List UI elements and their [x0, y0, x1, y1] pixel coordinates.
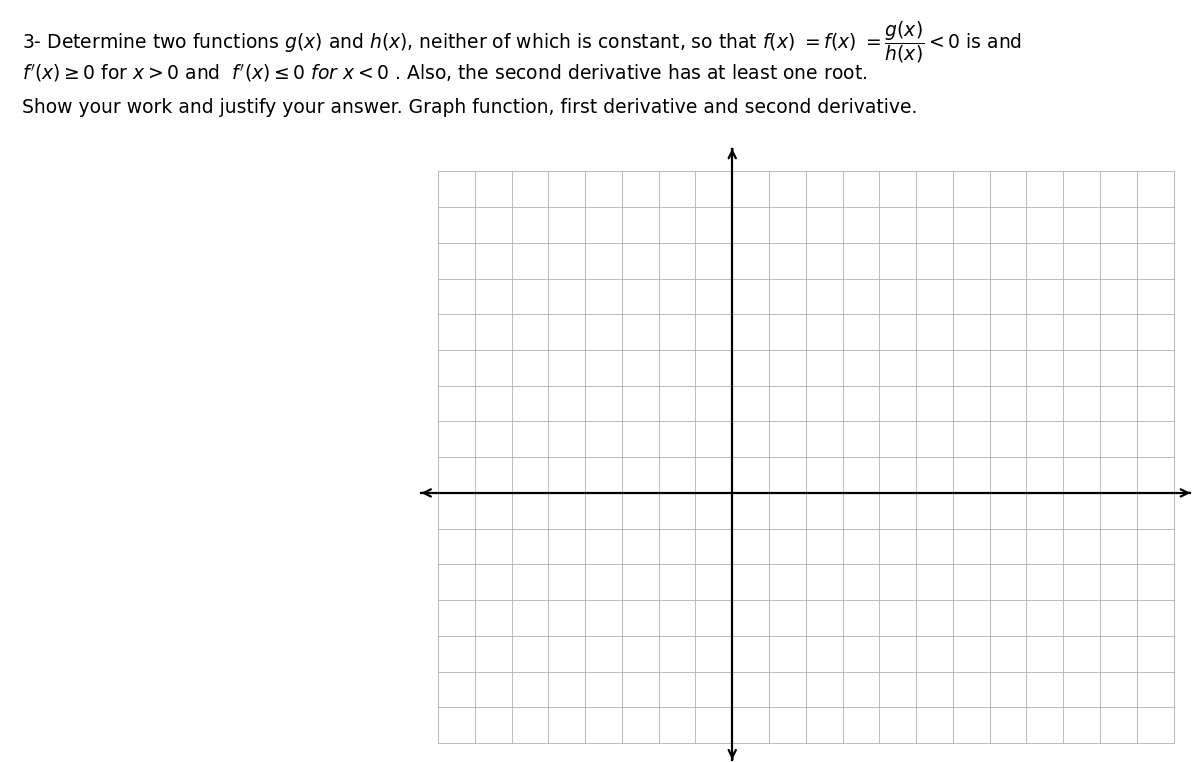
Text: Show your work and justify your answer. Graph function, first derivative and sec: Show your work and justify your answer. …: [22, 98, 917, 117]
Text: 3- Determine two functions $g(x)$ and $h(x)$, neither of which is constant, so t: 3- Determine two functions $g(x)$ and $h…: [22, 19, 1021, 65]
Text: $f'(x) \geq 0$ for $x > 0$ and  $f'(x) \leq 0$ $\mathit{for}\ x < 0$ . Also, the: $f'(x) \geq 0$ for $x > 0$ and $f'(x) \l…: [22, 62, 866, 85]
